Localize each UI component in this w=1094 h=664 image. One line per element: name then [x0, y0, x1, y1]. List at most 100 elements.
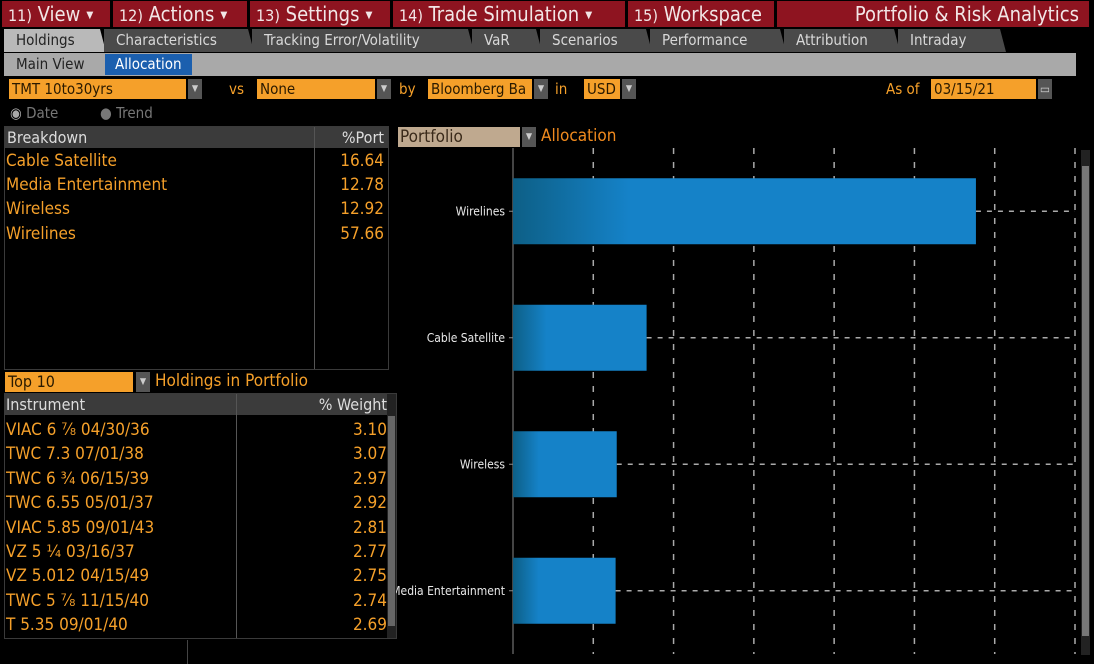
instrument-name: VIAC 5.85 09/01/43: [6, 517, 155, 538]
menu-number: 15): [634, 6, 658, 25]
tab-holdings[interactable]: Holdings: [4, 29, 106, 52]
radio-selected-icon: ◉: [10, 104, 22, 122]
table-row[interactable]: VIAC 6 ⁷⁄₈ 04/30/36 3.10: [5, 418, 387, 442]
as-of-date-input[interactable]: 03/15/21: [931, 79, 1036, 99]
tab-attribution[interactable]: Attribution: [784, 29, 900, 52]
menu-number: 14): [399, 6, 423, 25]
radio-unselected-icon: ●: [100, 104, 112, 122]
breakdown-value: 16.64: [340, 151, 384, 171]
scroll-thumb[interactable]: [388, 416, 395, 626]
breakdown-name: Wireless: [6, 199, 70, 219]
menu-number: 12): [119, 6, 143, 25]
header-weight[interactable]: % Weight: [318, 395, 387, 414]
dropdown-arrow-icon[interactable]: ▼: [522, 127, 536, 147]
header-breakdown[interactable]: Breakdown: [7, 128, 88, 147]
instrument-weight: 2.92: [352, 493, 387, 514]
classification-select[interactable]: Bloomberg Ba: [428, 79, 532, 99]
dropdown-arrow-icon[interactable]: ▼: [622, 79, 636, 99]
dropdown-arrow-icon[interactable]: ▼: [188, 79, 202, 99]
calendar-icon[interactable]: ▭: [1038, 79, 1052, 99]
portfolio-select[interactable]: TMT 10to30yrs: [9, 79, 186, 99]
dropdown-arrow-icon[interactable]: ▼: [534, 79, 548, 99]
currency-select[interactable]: USD: [584, 79, 620, 99]
menu-label: Workspace: [663, 2, 762, 26]
instrument-name: TWC 6.55 05/01/37: [6, 493, 154, 514]
instrument-weight: 3.07: [352, 444, 387, 465]
by-label: by: [399, 80, 416, 98]
tab-characteristics[interactable]: Characteristics: [104, 29, 254, 52]
as-of-label: As of: [886, 80, 920, 98]
vs-label: vs: [229, 80, 245, 98]
radio-label: Date: [26, 104, 59, 122]
subtab-main-view[interactable]: Main View: [16, 55, 85, 73]
tab-performance[interactable]: Performance: [650, 29, 786, 52]
header-port[interactable]: %Port: [341, 128, 384, 147]
holdings-title: Holdings in Portfolio: [155, 371, 308, 391]
menu-trade-simulation[interactable]: 14) Trade Simulation ▼: [393, 1, 625, 27]
instrument-name: T 5.35 09/01/40: [6, 615, 128, 636]
breakdown-value: 57.66: [340, 224, 384, 244]
allocation-chart: Wirelines Cable Satellite Wireless Media En…: [396, 148, 1076, 654]
chart-title: Allocation: [541, 126, 617, 146]
table-row[interactable]: VZ 5 ¹⁄₄ 03/16/37 2.77: [5, 540, 387, 564]
table-row[interactable]: Wireless 12.92: [5, 197, 388, 221]
main-tabs: Holdings Characteristics Tracking Error/…: [0, 29, 1094, 52]
instrument-name: VZ 5.012 04/15/49: [6, 566, 150, 587]
chart-series-select[interactable]: Portfolio: [398, 127, 520, 147]
radio-date[interactable]: ◉ Date: [10, 103, 58, 123]
dropdown-arrow-icon[interactable]: ▼: [136, 372, 150, 392]
table-row[interactable]: Media Entertainment 12.78: [5, 173, 388, 197]
table-row[interactable]: VIAC 5.85 09/01/43 2.81: [5, 516, 387, 540]
tab-scenarios[interactable]: Scenarios: [540, 29, 652, 52]
header-instrument[interactable]: Instrument: [6, 395, 86, 414]
bar-wirelines: [513, 178, 976, 245]
tab-intraday[interactable]: Intraday: [898, 29, 1006, 52]
chart-scrollbar[interactable]: [1081, 150, 1090, 655]
caret-down-icon: ▼: [585, 9, 593, 21]
table-row[interactable]: TWC 5 ⁷⁄₈ 11/15/40 2.74: [5, 589, 387, 613]
instrument-weight: 3.10: [352, 420, 387, 440]
top-n-select[interactable]: Top 10: [5, 372, 133, 392]
table-row[interactable]: T 5.35 09/01/40 2.69: [5, 613, 387, 637]
table-row[interactable]: Wirelines 57.66: [5, 222, 388, 246]
menu-workspace[interactable]: 15) Workspace: [628, 1, 774, 27]
instrument-name: TWC 7.3 07/01/38: [6, 444, 144, 465]
sub-tabs: Main View Allocation: [4, 53, 1076, 76]
table-header: Instrument % Weight: [5, 394, 387, 415]
instrument-name: VZ 5 ¹⁄₄ 03/16/37: [6, 542, 135, 562]
bar-wireless: [513, 431, 617, 498]
menu-number: 13): [256, 6, 280, 25]
instrument-weight: 2.77: [352, 542, 387, 562]
table-row[interactable]: VZ 5.012 04/15/49 2.75: [5, 564, 387, 588]
holdings-table: Instrument % Weight VIAC 6 ⁷⁄₈ 04/30/36 3…: [4, 393, 397, 639]
radio-label: Trend: [116, 104, 153, 122]
menu-number: 11): [8, 6, 32, 25]
menu-actions[interactable]: 12) Actions ▼: [113, 1, 247, 27]
tab-tracking-error[interactable]: Tracking Error/Volatility: [252, 29, 474, 52]
caret-down-icon: ▼: [86, 9, 94, 21]
tab-var[interactable]: VaR: [472, 29, 542, 52]
subtab-allocation[interactable]: Allocation: [105, 54, 192, 75]
table-header: Breakdown %Port: [5, 127, 388, 148]
holdings-scrollbar[interactable]: [387, 394, 396, 638]
title-bar: 11) View ▼ 12) Actions ▼ 13) Settings ▼ 14)…: [0, 0, 1094, 28]
breakdown-value: 12.92: [340, 199, 384, 219]
table-row[interactable]: Cable Satellite 16.64: [5, 149, 388, 173]
bar-cable-satellite: [513, 304, 647, 371]
scroll-thumb[interactable]: [1082, 166, 1089, 636]
table-row[interactable]: TWC 6 ³⁄₄ 06/15/39 2.97: [5, 467, 387, 491]
table-row[interactable]: TWC 6.55 05/01/37 2.92: [5, 491, 387, 515]
category-label: Cable Satellite: [427, 331, 506, 345]
menu-label: Trade Simulation: [428, 2, 580, 26]
benchmark-select[interactable]: None: [257, 79, 375, 99]
category-label: Wirelines: [456, 204, 506, 218]
dropdown-arrow-icon[interactable]: ▼: [377, 79, 391, 99]
radio-trend[interactable]: ● Trend: [100, 103, 153, 123]
instrument-name: TWC 6 ³⁄₄ 06/15/39: [6, 468, 149, 489]
table-row[interactable]: TWC 7.3 07/01/38 3.07: [5, 442, 387, 466]
menu-view[interactable]: 11) View ▼: [2, 1, 110, 27]
app-title: Portfolio & Risk Analytics: [777, 1, 1089, 27]
category-label: Wireless: [460, 457, 505, 471]
menu-settings[interactable]: 13) Settings ▼: [250, 1, 390, 27]
instrument-weight: 2.75: [352, 566, 387, 587]
